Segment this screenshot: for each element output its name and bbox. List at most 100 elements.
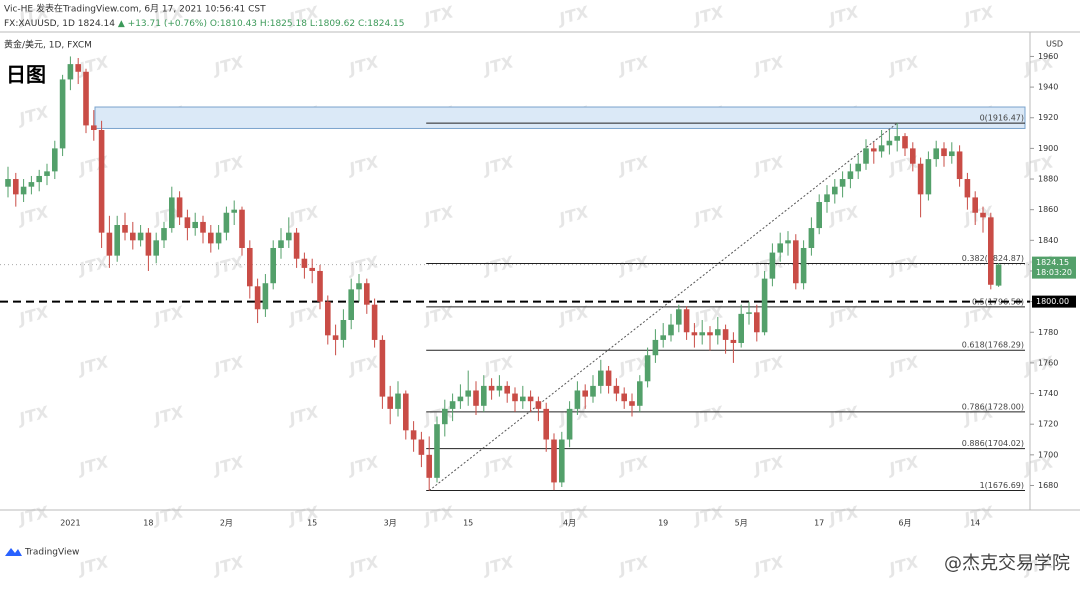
y-tick-label: 1900 [1038,144,1058,153]
candle-body [426,454,432,478]
candle-body [67,64,74,80]
candle-body [730,339,737,343]
candle-body [410,430,417,440]
candle-body [504,385,510,394]
candle-body [941,148,947,157]
last-price-label: 1824.15 [1036,258,1069,267]
candle-body [239,209,245,248]
candle-body [325,301,331,336]
candle-body [91,125,97,130]
candle-body [761,278,768,333]
currency: USD [1046,40,1063,49]
candle-body [722,329,729,340]
fib-label: 1(1676.69) [980,481,1024,490]
x-tick-label: 2021 [60,519,80,528]
candle-body [980,212,986,218]
countdown: 18:03:20 [1036,268,1072,277]
candle-body [715,329,721,336]
candle-body [738,313,744,343]
candle-body [644,355,651,382]
x-tick-label: 5月 [735,519,748,528]
candle-body [145,232,152,256]
candle-body [949,151,955,157]
y-tick-label: 1840 [1038,236,1058,245]
candle-body [418,439,425,455]
author-line: Vic-HE 发表在TradingView.com, 6月 17, 2021 1… [4,3,266,15]
candle-body [387,396,393,409]
candle-body [379,339,386,397]
brand: TradingView [24,548,79,558]
candle-body [605,370,612,386]
candle-body [590,385,596,397]
candle-body [988,217,994,285]
candle-body [28,182,35,187]
candle-body [293,232,300,259]
candle-body [5,179,11,187]
candle-body [44,171,50,176]
candle-body [995,264,1002,286]
candle-body [270,247,276,284]
candle-body [855,163,861,172]
candle-body [527,396,534,402]
candle-body [621,393,627,402]
last-price-box [1032,256,1076,279]
candle-body [332,335,339,340]
candle-body [746,312,752,314]
candle-body [777,243,783,253]
open: O:1810.43 [210,19,257,29]
fib-label: 0.886(1704.02) [962,439,1024,448]
symbol: FX:XAUUSD, 1D [4,19,75,29]
candle-body [535,401,542,409]
y-tick-label: 1960 [1038,52,1058,61]
candle-body [153,240,159,256]
y-tick-label: 1920 [1038,113,1058,122]
candle-body [832,186,838,195]
candle-body [247,247,253,287]
y-tick-label: 1720 [1038,420,1058,429]
x-tick-label: 2月 [220,519,233,528]
candle-body [847,171,854,180]
candle-body [566,408,573,440]
candle-body [520,396,526,402]
change: ▲ +13.71 (+0.76%) [118,19,207,29]
candle-body [613,385,620,394]
x-tick-label: 19 [658,519,668,528]
candle-body [917,163,924,195]
footer-watermark: @杰克交易学院 [944,553,1070,574]
h-line-box [1032,295,1076,308]
fib-label: 0.786(1728.00) [962,402,1024,411]
candle-body [793,240,799,284]
candle-body [785,240,791,244]
candle-body [122,225,128,233]
y-tick-label: 1780 [1038,328,1058,337]
candle-body [808,228,815,248]
x-tick-label: 3月 [384,519,397,528]
candle-body [223,212,230,233]
candle-body [371,304,378,340]
x-tick-label: 4月 [563,519,576,528]
candle-body [161,228,167,241]
y-tick-label: 1700 [1038,450,1058,459]
candle-body [286,232,292,241]
candle-body [36,175,42,183]
candle-body [824,194,830,203]
candle-body [676,309,682,325]
candle-body [200,221,206,233]
chart-title: 日图 [6,63,46,87]
y-tick-label: 1680 [1038,481,1058,490]
candle-body [863,148,869,164]
candle-body [933,148,939,160]
candle-body [496,385,503,391]
candle-body [839,179,846,187]
x-tick-label: 6月 [898,519,911,528]
candle-body [754,312,760,333]
candle-body [278,240,284,248]
last: 1824.14 [78,19,115,29]
y-tick-label: 1940 [1038,83,1058,92]
candle-body [816,202,822,229]
candle-body [956,151,963,180]
fib-label: 0.618(1768.29) [962,341,1024,350]
low: L:1809.62 [310,19,355,29]
candle-body [231,209,237,213]
